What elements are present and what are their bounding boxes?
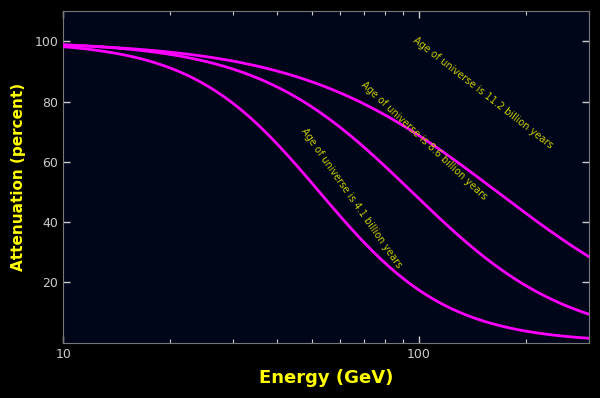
Y-axis label: Attenuation (percent): Attenuation (percent): [11, 83, 26, 271]
Text: Age of universe is 4.1 billion years: Age of universe is 4.1 billion years: [299, 126, 404, 270]
X-axis label: Energy (GeV): Energy (GeV): [259, 369, 393, 387]
Text: Age of universe is 11.2 billion years: Age of universe is 11.2 billion years: [411, 35, 555, 150]
Text: Age of universe is 8.6 billion years: Age of universe is 8.6 billion years: [359, 80, 490, 202]
